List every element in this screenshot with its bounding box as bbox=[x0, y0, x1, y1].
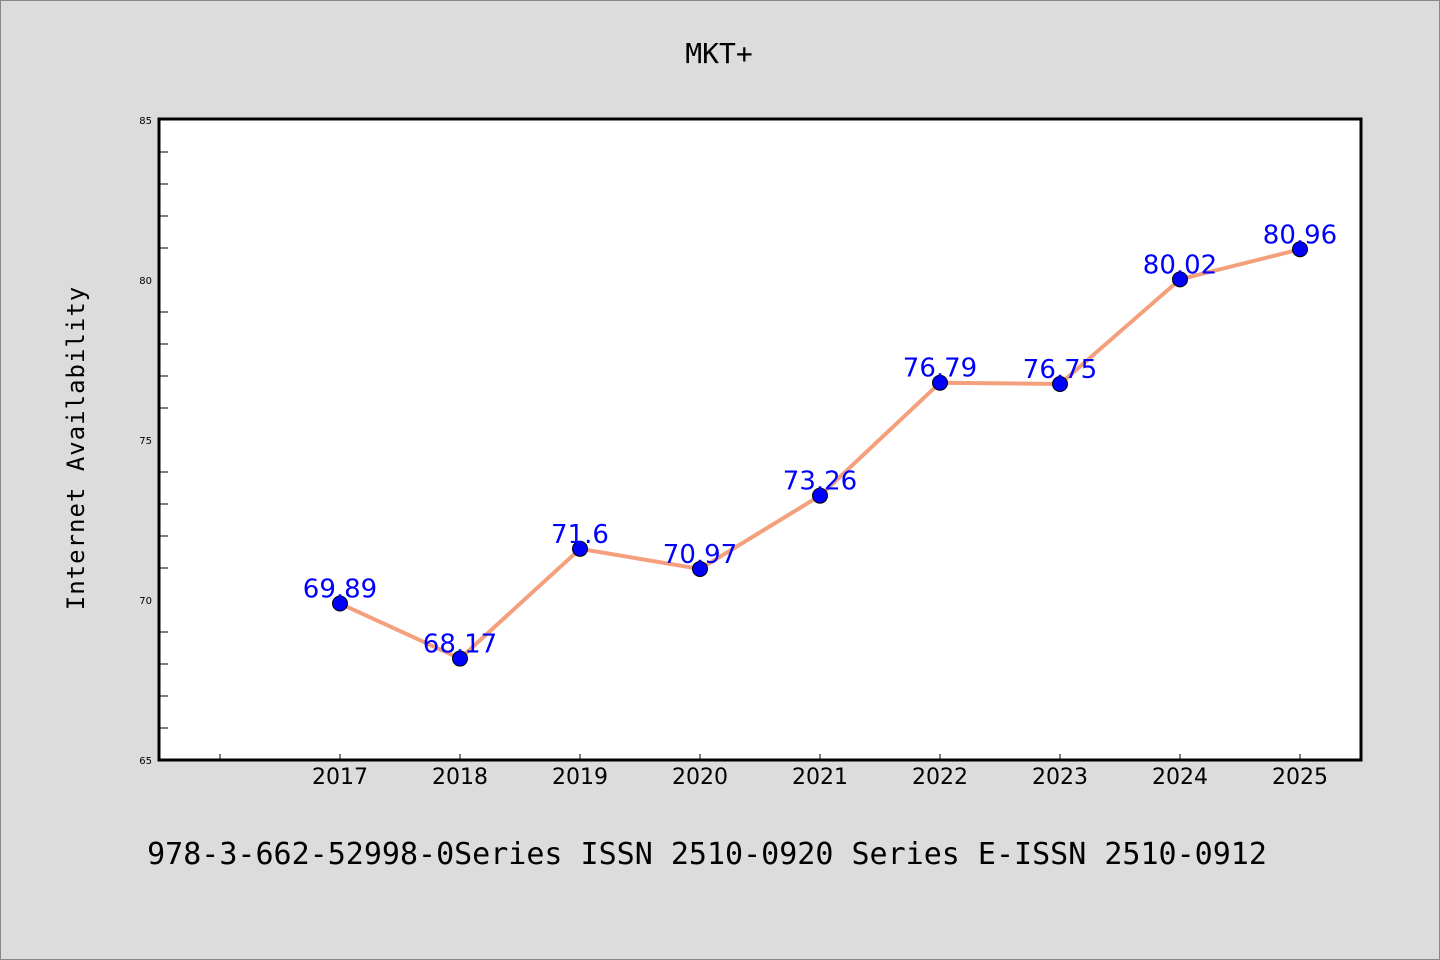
data-label: 71.6 bbox=[551, 520, 609, 550]
x-tick-label: 2022 bbox=[912, 765, 968, 790]
data-point-marker bbox=[692, 560, 708, 577]
x-tick-label: 2023 bbox=[1032, 765, 1088, 790]
data-label: 73.26 bbox=[783, 467, 857, 497]
data-label: 80.02 bbox=[1143, 250, 1217, 280]
chart-title: MKT+ bbox=[685, 37, 752, 70]
data-point-marker bbox=[1172, 271, 1188, 288]
data-point-marker bbox=[1292, 241, 1308, 258]
x-tick-label: 2021 bbox=[792, 765, 848, 790]
data-point-marker bbox=[1052, 376, 1068, 392]
x-tick-label: 2024 bbox=[1152, 765, 1208, 790]
x-tick-label: 2018 bbox=[432, 765, 488, 790]
data-label: 76.79 bbox=[903, 354, 977, 384]
x-tick-label: 2019 bbox=[552, 765, 608, 790]
y-tick-label: 70 bbox=[139, 596, 152, 607]
x-tick-label: 2020 bbox=[672, 765, 728, 790]
y-tick-label: 85 bbox=[139, 116, 152, 127]
footer-isbn-text: 978-3-662-52998-0Series ISSN 2510-0920 S… bbox=[147, 837, 1267, 872]
data-labels: 69.89 68.17 71.6 70.97 73.26 76.79 76.75 80.02 8… bbox=[303, 220, 1337, 659]
series-line-group bbox=[332, 241, 1308, 667]
y-tick-label: 80 bbox=[139, 276, 152, 287]
x-tick-label: 2025 bbox=[1272, 765, 1328, 790]
axis-ticks: 65 70 75 80 85 2017 2018 2019 2020 2021 2022 2023 20… bbox=[139, 116, 1328, 790]
y-tick-label: 65 bbox=[139, 756, 152, 767]
data-point-marker bbox=[812, 487, 828, 504]
data-label: 68.17 bbox=[423, 630, 497, 660]
data-point-marker bbox=[932, 374, 948, 391]
data-point-marker bbox=[332, 595, 348, 612]
data-label: 70.97 bbox=[663, 540, 737, 570]
plot-area bbox=[157, 117, 1363, 762]
y-tick-label: 75 bbox=[139, 436, 152, 447]
data-point-marker bbox=[572, 540, 588, 557]
data-label: 76.75 bbox=[1023, 355, 1097, 385]
y-axis-label: Internet Availability bbox=[62, 286, 90, 610]
data-label: 80.96 bbox=[1263, 220, 1337, 250]
data-point-marker bbox=[452, 650, 468, 667]
data-label: 69.89 bbox=[303, 575, 377, 605]
x-tick-label: 2017 bbox=[312, 765, 368, 790]
